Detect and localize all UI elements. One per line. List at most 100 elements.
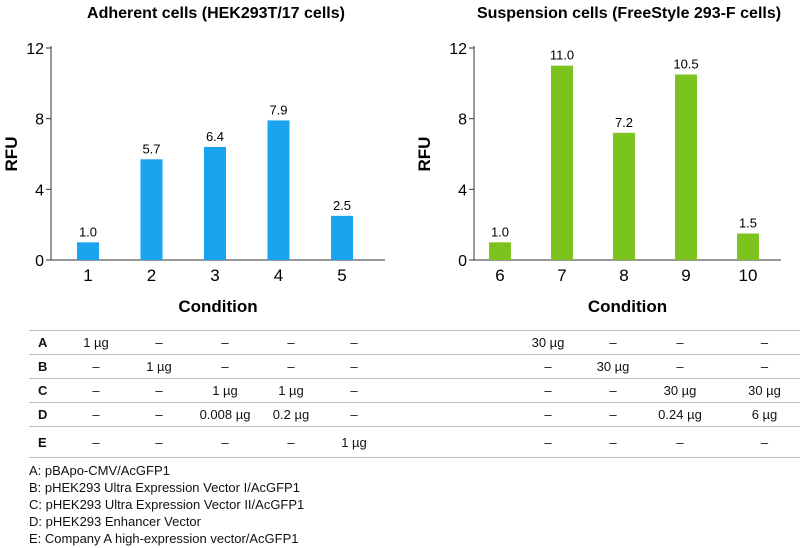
table-cell: 30 µg (713, 378, 800, 403)
data-label-condition-2: 5.7 (142, 141, 160, 156)
legend-item-b: B: pHEK293 Ultra Expression Vector I/AcG… (29, 480, 300, 495)
table-cell: – (127, 402, 191, 427)
bar-condition-1 (77, 242, 99, 260)
bar-condition-6 (489, 242, 511, 260)
condition-table: A1 µg––––30 µg––––B–1 µg––––30 µg–––C––1… (29, 330, 800, 458)
table-spacer (385, 354, 517, 379)
table-cell: – (579, 378, 647, 403)
row-header: B (29, 354, 65, 379)
y-tick-label: 4 (35, 182, 44, 199)
table-cell: – (259, 330, 323, 355)
data-label-condition-8: 7.2 (615, 115, 633, 130)
table-cell: 30 µg (647, 378, 713, 403)
table-cell: – (323, 378, 385, 403)
table-cell: – (713, 354, 800, 379)
table-spacer (385, 402, 517, 427)
table-cell: – (713, 330, 800, 355)
data-label-condition-10: 1.5 (739, 216, 757, 231)
y-tick-label: 0 (35, 253, 44, 270)
x-tick-label-3: 3 (210, 266, 219, 285)
table-row: A1 µg––––30 µg–––– (29, 330, 800, 355)
x-axis-label-adherent: Condition (178, 297, 257, 316)
y-tick-label: 4 (458, 182, 467, 199)
legend-item-e: E: Company A high-expression vector/AcGF… (29, 531, 299, 546)
table-spacer (385, 330, 517, 355)
table-cell: – (127, 426, 191, 458)
table-cell: – (323, 330, 385, 355)
y-tick-label: 12 (26, 41, 44, 58)
table-cell: 1 µg (191, 378, 259, 403)
table-cell: 0.008 µg (191, 402, 259, 427)
table-cell: – (65, 354, 127, 379)
table-cell: 1 µg (65, 330, 127, 355)
table-cell: 30 µg (517, 330, 579, 355)
legend-item-a: A: pBApo-CMV/AcGFP1 (29, 463, 170, 478)
table-cell: – (191, 426, 259, 458)
x-tick-label-5: 5 (337, 266, 346, 285)
y-tick-label: 8 (458, 112, 467, 129)
row-header: A (29, 330, 65, 355)
table-cell: 1 µg (259, 378, 323, 403)
x-tick-label-7: 7 (557, 266, 566, 285)
table-cell: – (517, 378, 579, 403)
table-cell: – (579, 426, 647, 458)
x-tick-label-4: 4 (274, 266, 283, 285)
data-label-condition-7: 11.0 (550, 48, 574, 63)
table-cell: – (65, 378, 127, 403)
data-label-condition-9: 10.5 (673, 57, 698, 72)
bar-condition-3 (204, 146, 226, 260)
y-axis-label-adherent: RFU (2, 137, 21, 172)
table-row: B–1 µg––––30 µg––– (29, 354, 800, 379)
x-tick-label-8: 8 (619, 266, 628, 285)
table-cell: 6 µg (713, 402, 800, 427)
x-tick-label-10: 10 (739, 266, 758, 285)
bar-condition-4 (267, 120, 290, 260)
table-cell: – (65, 426, 127, 458)
table-cell: 0.24 µg (647, 402, 713, 427)
data-label-condition-6: 1.0 (491, 224, 509, 239)
table-spacer (385, 378, 517, 403)
bar-condition-7 (551, 65, 573, 261)
table-cell: 0.2 µg (259, 402, 323, 427)
table-cell: – (647, 354, 713, 379)
legend-item-c: C: pHEK293 Ultra Expression Vector II/Ac… (29, 497, 305, 512)
bar-condition-2 (140, 159, 163, 260)
y-axis-label-suspension: RFU (415, 137, 434, 172)
x-axis-label-suspension: Condition (588, 297, 667, 316)
table-cell: – (647, 426, 713, 458)
table-row: D––0.008 µg0.2 µg–––0.24 µg6 µg– (29, 402, 800, 427)
chart-suspension: Suspension cells (FreeStyle 293-F cells)… (415, 5, 781, 316)
table-cell: – (259, 426, 323, 458)
table-cell: – (65, 402, 127, 427)
table-cell: 1 µg (323, 426, 385, 458)
table-cell: – (191, 354, 259, 379)
table-cell: – (127, 378, 191, 403)
table-spacer (385, 426, 517, 458)
chart-title-suspension: Suspension cells (FreeStyle 293-F cells) (477, 5, 781, 22)
data-label-condition-1: 1.0 (79, 224, 97, 239)
chart-title-adherent: Adherent cells (HEK293T/17 cells) (87, 5, 345, 22)
table-cell: – (517, 354, 579, 379)
table-cell: – (579, 402, 647, 427)
row-header: D (29, 402, 65, 427)
table-cell: – (579, 330, 647, 355)
table-cell: – (191, 330, 259, 355)
bar-condition-5 (331, 215, 353, 260)
bar-condition-10 (737, 233, 759, 260)
data-label-condition-3: 6.4 (206, 129, 224, 144)
x-tick-label-9: 9 (681, 266, 690, 285)
table-row: E––––1 µg––––30 µg (29, 426, 800, 458)
table-cell: – (127, 330, 191, 355)
table-cell: – (323, 402, 385, 427)
row-header: C (29, 378, 65, 403)
bar-condition-9 (675, 74, 697, 260)
table-cell: 30 µg (579, 354, 647, 379)
data-label-condition-5: 2.5 (333, 198, 351, 213)
legend-item-d: D: pHEK293 Enhancer Vector (29, 514, 201, 529)
table-cell: – (323, 354, 385, 379)
table-cell: – (647, 330, 713, 355)
y-tick-label: 12 (449, 41, 467, 58)
x-tick-label-6: 6 (495, 266, 504, 285)
charts-area: Adherent cells (HEK293T/17 cells) RFU 0 4 8 1… (2, 5, 781, 316)
